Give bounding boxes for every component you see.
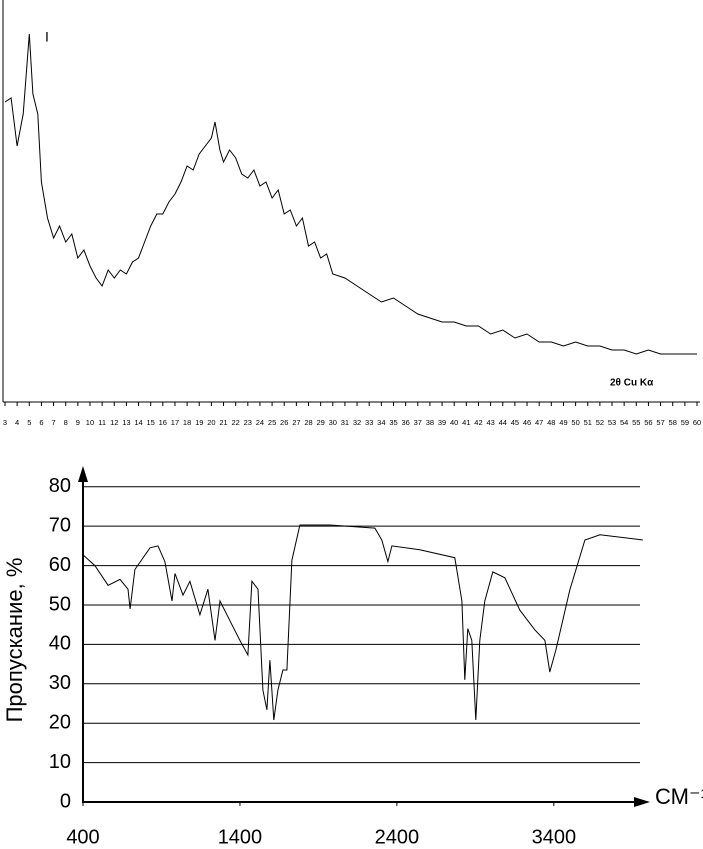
y-tick-label: 50 [49, 593, 71, 615]
y-tick-label: 80 [49, 475, 71, 497]
x-tick-label: 32 [353, 418, 361, 427]
x-tick-label: 7 [51, 418, 55, 427]
x-tick-label: 53 [608, 418, 616, 427]
y-tick-label: 0 [60, 790, 71, 812]
data-line [82, 524, 643, 721]
y-tick-label: 10 [49, 751, 71, 773]
x-tick-label: 50 [571, 418, 579, 427]
x-tick-label: 26 [280, 418, 288, 427]
x-tick-label: 17 [171, 418, 179, 427]
x-tick-label: 57 [656, 418, 664, 427]
x-tick-label: 8 [64, 418, 68, 427]
x-tick-label: 22 [231, 418, 239, 427]
x-tick-label: 24 [256, 418, 264, 427]
x-tick-label: 33 [365, 418, 373, 427]
x-tick-label: 13 [122, 418, 130, 427]
x-arrow [634, 797, 650, 807]
x-tick-label: 37 [414, 418, 422, 427]
data-line [4, 33, 697, 355]
x-tick-label: 14 [134, 418, 142, 427]
x-tick-label: 16 [159, 418, 167, 427]
y-tick-label: 70 [49, 514, 71, 536]
y-tick-label: 60 [49, 554, 71, 576]
x-tick-label: 56 [644, 418, 652, 427]
x-tick-label: 27 [292, 418, 300, 427]
x-tick-label: 34 [377, 418, 385, 427]
x-tick-label: 15 [147, 418, 155, 427]
y-tick-label: 40 [49, 633, 71, 655]
x-tick-label: 4 [15, 418, 19, 427]
x-tick-label: 40 [450, 418, 458, 427]
x-tick-label: 3 [3, 418, 7, 427]
x-tick-label: 25 [268, 418, 276, 427]
x-tick-label: 29 [316, 418, 324, 427]
x-tick-label: 59 [681, 418, 689, 427]
x-tick-label: 6 [39, 418, 43, 427]
x-tick-label: 49 [559, 418, 567, 427]
y-arrow [78, 466, 88, 482]
x-tick-label: 2400 [375, 826, 420, 848]
ir-chart: Пропускание, % СМ⁻¹ 0 10 20 30 40 50 60 70 80 400… [2, 466, 703, 848]
x-tick-label: 23 [244, 418, 252, 427]
x-tick-label: 9 [76, 418, 80, 427]
x-tick-label: 47 [535, 418, 543, 427]
x-tick-label: 1400 [218, 826, 263, 848]
x-tick-label: 54 [620, 418, 628, 427]
x-tick-label: 60 [693, 418, 701, 427]
x-tick-label: 20 [207, 418, 215, 427]
x-tick-label: 46 [523, 418, 531, 427]
x-tick-label: 30 [329, 418, 337, 427]
xrd-chart: I 2θ Cu Kα 3 4 5 6 7 8 9 10 11 12 13 14 15 16 17 18 19 20… [2, 0, 701, 427]
x-tick-label: 12 [110, 418, 118, 427]
x-tick-label: 38 [426, 418, 434, 427]
x-tick-label: 51 [584, 418, 592, 427]
x-tick-label: 18 [183, 418, 191, 427]
annotation: I [45, 29, 49, 45]
y-tick-label: 30 [49, 672, 71, 694]
x-axis-label: 2θ Cu Kα [610, 378, 654, 389]
x-tick-label: 28 [304, 418, 312, 427]
x-tick-label: 41 [462, 418, 470, 427]
x-tick-label: 400 [66, 826, 99, 848]
x-tick-label: 42 [474, 418, 482, 427]
x-tick-label: 5 [27, 418, 31, 427]
x-tick-label: 35 [389, 418, 397, 427]
y-axis-label: Пропускание, % [2, 558, 27, 723]
x-tick-label: 10 [86, 418, 94, 427]
x-tick-label: 58 [669, 418, 677, 427]
x-tick-label: 43 [486, 418, 494, 427]
x-tick-label: 52 [596, 418, 604, 427]
x-tick-label: 19 [195, 418, 203, 427]
x-tick-label: 48 [547, 418, 555, 427]
x-tick-label: 11 [98, 418, 106, 427]
y-tick-label: 20 [49, 711, 71, 733]
x-tick-label: 21 [219, 418, 227, 427]
x-tick-label: 36 [401, 418, 409, 427]
x-axis-label: СМ⁻¹ [655, 784, 703, 809]
x-tick-label: 31 [341, 418, 349, 427]
x-tick-label: 3400 [532, 826, 577, 848]
x-tick-label: 39 [438, 418, 446, 427]
x-tick-label: 55 [632, 418, 640, 427]
x-tick-label: 44 [499, 418, 507, 427]
x-tick-label: 45 [511, 418, 519, 427]
